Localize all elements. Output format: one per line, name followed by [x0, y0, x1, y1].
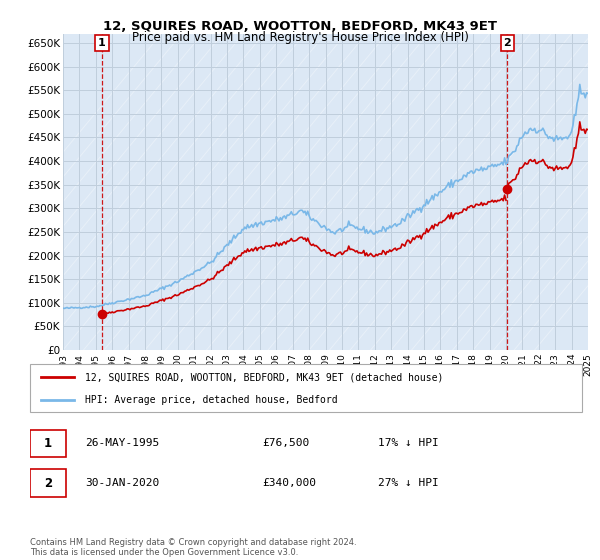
Text: 12, SQUIRES ROAD, WOOTTON, BEDFORD, MK43 9ET (detached house): 12, SQUIRES ROAD, WOOTTON, BEDFORD, MK43…: [85, 372, 443, 382]
Text: 17% ↓ HPI: 17% ↓ HPI: [378, 438, 439, 449]
Text: HPI: Average price, detached house, Bedford: HPI: Average price, detached house, Bedf…: [85, 395, 338, 405]
FancyBboxPatch shape: [30, 469, 66, 497]
Text: Price paid vs. HM Land Registry's House Price Index (HPI): Price paid vs. HM Land Registry's House …: [131, 31, 469, 44]
Text: 30-JAN-2020: 30-JAN-2020: [85, 478, 160, 488]
Text: 12, SQUIRES ROAD, WOOTTON, BEDFORD, MK43 9ET: 12, SQUIRES ROAD, WOOTTON, BEDFORD, MK43…: [103, 20, 497, 32]
Text: £76,500: £76,500: [262, 438, 309, 449]
Text: 1: 1: [44, 437, 52, 450]
Text: 2: 2: [44, 477, 52, 490]
FancyBboxPatch shape: [30, 430, 66, 458]
Text: 27% ↓ HPI: 27% ↓ HPI: [378, 478, 439, 488]
FancyBboxPatch shape: [30, 364, 582, 412]
Text: Contains HM Land Registry data © Crown copyright and database right 2024.
This d: Contains HM Land Registry data © Crown c…: [30, 538, 356, 557]
Text: 1: 1: [98, 38, 106, 48]
Text: 26-MAY-1995: 26-MAY-1995: [85, 438, 160, 449]
Text: 2: 2: [503, 38, 511, 48]
Text: £340,000: £340,000: [262, 478, 316, 488]
